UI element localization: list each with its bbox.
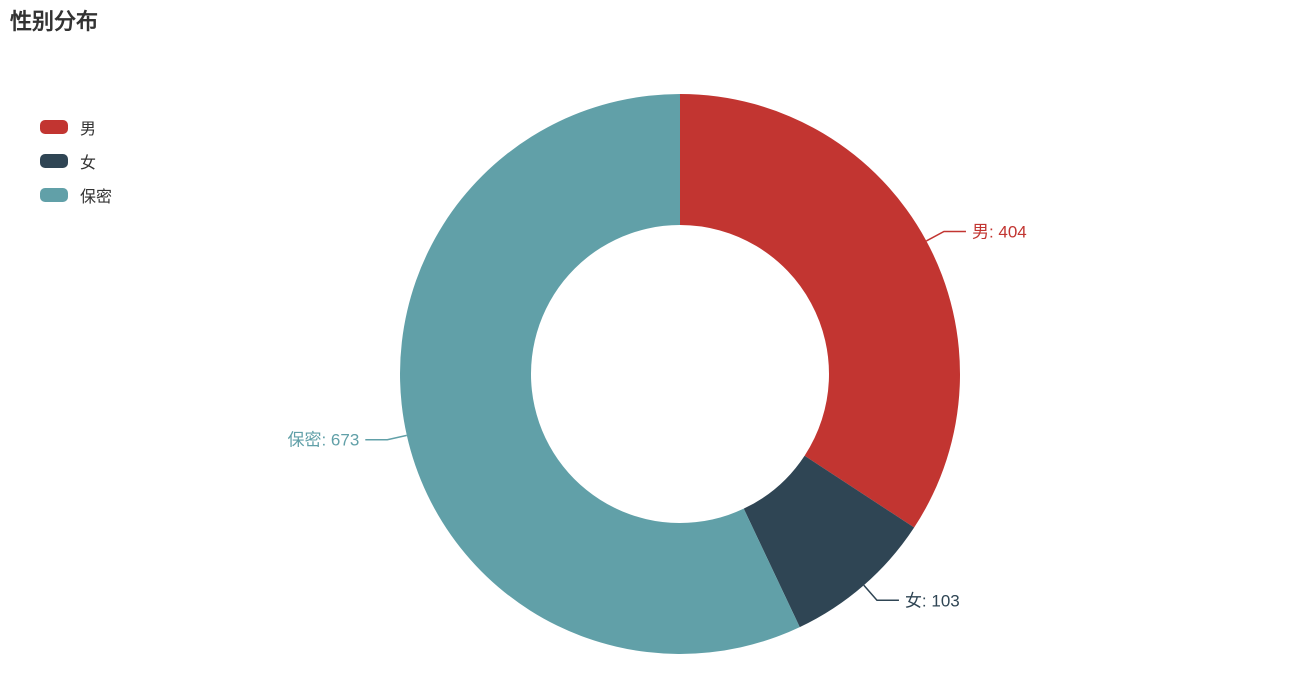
pie-slice-女[interactable]: [743, 455, 915, 628]
legend-label-secret: 保密: [80, 189, 113, 206]
label-line-男: [926, 230, 966, 242]
label-line-保密: [365, 434, 407, 441]
legend-swatch-secret-icon: [40, 188, 68, 202]
pie-label-保密: 保密: 673: [287, 431, 359, 450]
legend-label-male: 男: [80, 121, 97, 138]
label-line-女: [863, 584, 899, 602]
legend-item-secret[interactable]: 保密: [40, 183, 112, 207]
legend-swatch-female-icon: [40, 154, 68, 168]
legend-item-female[interactable]: 女: [40, 149, 112, 173]
pie-slice-男[interactable]: [680, 94, 961, 528]
legend: 男 女 保密: [40, 115, 112, 217]
pie-label-女: 女: 103: [905, 591, 960, 610]
legend-label-female: 女: [80, 155, 97, 172]
pie-label-男: 男: 404: [972, 222, 1027, 241]
pie-slice-保密[interactable]: [400, 94, 800, 654]
chart-title: 性别分布: [10, 9, 99, 34]
legend-swatch-male-icon: [40, 120, 68, 134]
legend-item-male[interactable]: 男: [40, 115, 112, 139]
